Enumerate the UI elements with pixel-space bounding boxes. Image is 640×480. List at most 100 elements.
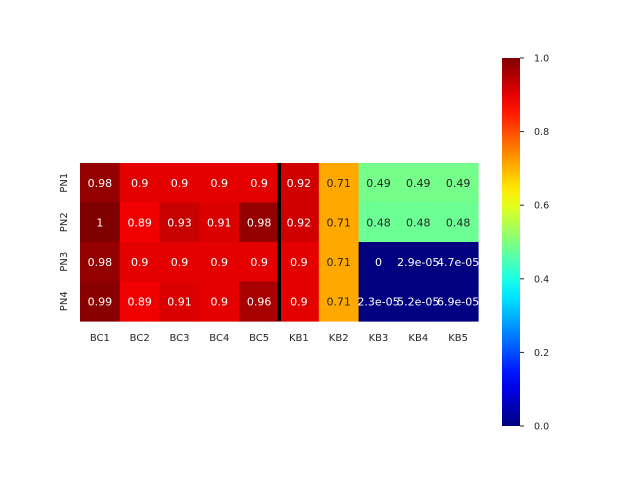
heatmap-cell-PN3-BC3	[159, 242, 200, 283]
y-tick-label-PN3: PN3	[59, 252, 70, 272]
x-tick-label-KB4: KB4	[408, 333, 428, 344]
y-tick-label-PN2: PN2	[59, 212, 70, 232]
cell-annotation: 0.49	[446, 177, 471, 190]
heatmap-cell-PN1-BC1	[80, 163, 121, 204]
colorbar-tick-label: 0.4	[534, 274, 549, 285]
heatmap-cell-PN3-KB1	[279, 242, 320, 283]
cell-annotation: 0.92	[287, 177, 312, 190]
colorbar-gradient	[502, 58, 520, 426]
cell-annotation: 0.9	[131, 256, 149, 269]
cell-annotation: 0.71	[326, 177, 351, 190]
cell-annotation: 0.98	[247, 216, 272, 229]
cell-annotation: 0.98	[88, 177, 113, 190]
heatmap-cell-PN1-BC4	[199, 163, 240, 204]
x-tick-label-KB5: KB5	[448, 333, 468, 344]
heatmap-cell-PN1-KB1	[279, 163, 320, 204]
cell-annotation: 0.89	[127, 295, 152, 308]
heatmap-cell-PN4-BC5	[239, 281, 280, 322]
cell-annotation: 0.96	[247, 295, 272, 308]
cell-annotation: 0.9	[250, 256, 268, 269]
heatmap-cell-PN4-KB2	[318, 281, 360, 322]
heatmap-cell-PN2-KB1	[279, 202, 320, 243]
heatmap-cell-PN3-BC5	[239, 242, 280, 283]
cell-annotation: 0.99	[88, 295, 113, 308]
heatmap-cell-PN2-BC4	[199, 202, 240, 243]
x-tick-label-KB1: KB1	[289, 333, 309, 344]
heatmap-cell-PN3-BC4	[199, 242, 240, 283]
heatmap-cell-PN3-BC2	[119, 242, 161, 283]
colorbar-tick-label: 0.8	[534, 127, 549, 138]
colorbar-tick-label: 0.2	[534, 348, 549, 359]
heatmap-cell-PN1-BC2	[119, 163, 161, 204]
cell-annotation: 2.3e-05	[357, 295, 399, 308]
cell-annotation: 0.49	[406, 177, 431, 190]
cell-annotation: 0.9	[211, 177, 229, 190]
heatmap-cell-PN1-KB3	[358, 163, 399, 204]
x-tick-label-KB2: KB2	[329, 333, 349, 344]
heatmap-cell-PN4-BC2	[119, 281, 161, 322]
heatmap-cell-PN1-KB5	[438, 163, 479, 204]
heatmap-cell-PN4-KB3	[358, 281, 399, 322]
x-tick-label-BC2: BC2	[130, 333, 150, 344]
cell-annotation: 0.48	[406, 216, 431, 229]
heatmap-cell-PN2-BC3	[159, 202, 200, 243]
cell-annotation: 0.91	[207, 216, 232, 229]
x-tick-label-BC3: BC3	[169, 333, 189, 344]
cell-annotation: 0.89	[127, 216, 152, 229]
cell-annotation: 0.71	[326, 295, 351, 308]
cell-annotation: 1	[96, 216, 103, 229]
heatmap-cell-PN2-KB4	[398, 202, 439, 243]
heatmap-cell-PN4-BC1	[80, 281, 121, 322]
heatmap-cell-PN1-BC3	[159, 163, 200, 204]
cell-annotation: 0.9	[290, 256, 308, 269]
cell-annotation: 0.92	[287, 216, 312, 229]
cell-annotation: 0.71	[326, 216, 351, 229]
y-axis-tick-labels: PN1 PN2 PN3 PN4	[59, 173, 70, 311]
cell-annotation: 0.9	[250, 177, 268, 190]
heatmap-cell-PN2-BC1	[80, 202, 121, 243]
cell-annotation: 0.91	[167, 295, 192, 308]
x-axis-tick-labels: BC1 BC2 BC3 BC4 BC5 KB1 KB2 KB3 KB4 KB5	[90, 333, 468, 344]
x-tick-label-BC1: BC1	[90, 333, 110, 344]
y-tick-label-PN4: PN4	[59, 291, 70, 311]
heatmap-cell-PN3-KB5	[438, 242, 479, 283]
heatmap-cell-PN1-KB2	[318, 163, 360, 204]
heatmap-cell-PN4-KB4	[398, 281, 439, 322]
heatmap-cell-PN2-KB3	[358, 202, 399, 243]
cell-annotation: 0	[375, 256, 382, 269]
cell-annotation: 4.7e-05	[437, 256, 479, 269]
cell-annotation: 0.48	[446, 216, 471, 229]
cell-annotation: 0.49	[366, 177, 391, 190]
heatmap-cell-PN4-KB5	[438, 281, 479, 322]
colorbar-tick-label: 0.0	[534, 422, 549, 433]
heatmap-cell-PN4-BC3	[159, 281, 200, 322]
y-tick-label-PN1: PN1	[59, 173, 70, 193]
colorbar: 0.0 0.2 0.4 0.6 0.8 1.0	[502, 54, 549, 433]
cell-annotation: 0.9	[171, 177, 189, 190]
colorbar-tick-label: 1.0	[534, 54, 549, 65]
heatmap-cell-PN3-BC1	[80, 242, 121, 283]
heatmap-cell-PN1-BC5	[239, 163, 280, 204]
cell-annotation: 0.9	[131, 177, 149, 190]
heatmap-cell-PN2-KB5	[438, 202, 479, 243]
cell-annotation: 0.9	[211, 295, 229, 308]
heatmap-cell-PN2-BC5	[239, 202, 280, 243]
x-tick-label-BC4: BC4	[209, 333, 229, 344]
cell-annotation: 6.9e-05	[437, 295, 479, 308]
cell-annotation: 2.9e-05	[397, 256, 439, 269]
cell-annotation: 0.9	[290, 295, 308, 308]
cell-annotation: 0.71	[326, 256, 351, 269]
heatmap-cell-PN2-BC2	[119, 202, 161, 243]
x-tick-label-KB3: KB3	[369, 333, 389, 344]
cell-annotation: 0.9	[171, 256, 189, 269]
cell-annotation: 5.2e-05	[397, 295, 439, 308]
heatmap-cell-PN2-KB2	[318, 202, 360, 243]
cell-annotation: 0.98	[88, 256, 113, 269]
heatmap-cell-PN4-KB1	[279, 281, 320, 322]
x-tick-label-BC5: BC5	[249, 333, 269, 344]
cell-annotation: 0.9	[211, 256, 229, 269]
heatmap-cell-PN3-KB2	[318, 242, 360, 283]
cell-annotation: 0.48	[366, 216, 391, 229]
heatmap-cell-PN1-KB4	[398, 163, 439, 204]
